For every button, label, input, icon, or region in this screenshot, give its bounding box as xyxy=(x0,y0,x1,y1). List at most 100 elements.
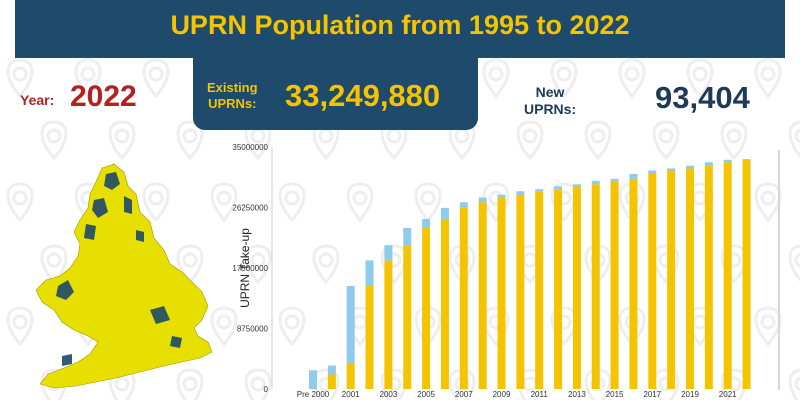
map-landmass xyxy=(35,163,213,389)
bar-existing xyxy=(554,189,563,389)
map-pin-icon xyxy=(414,182,442,223)
bar-existing xyxy=(327,374,336,389)
map-pin-icon xyxy=(176,120,204,161)
panel-edge xyxy=(778,150,780,390)
x-tick-label: 2015 xyxy=(606,390,624,398)
map-pin-icon xyxy=(312,244,340,285)
year-value: 2022 xyxy=(70,80,137,113)
y-tick-label: 35000000 xyxy=(232,143,268,152)
bar-existing xyxy=(686,168,694,389)
map-pin-icon xyxy=(754,306,782,347)
x-tick-label: 2003 xyxy=(380,390,398,398)
map-pin-icon xyxy=(74,58,102,99)
map-pin-icon xyxy=(788,120,800,158)
bar-new xyxy=(478,197,487,203)
map-pin-icon xyxy=(788,244,800,282)
new-uprns-label: New UPRNs: xyxy=(524,84,576,118)
bar-new xyxy=(629,173,638,179)
bar-new xyxy=(516,191,525,195)
map-pin-icon xyxy=(346,182,374,223)
map-pin-icon xyxy=(244,368,272,400)
bar-new xyxy=(554,186,563,190)
y-axis-title: UPRN Take-up xyxy=(238,228,252,308)
map-pin-icon xyxy=(278,306,306,347)
bar-new xyxy=(723,159,732,163)
map-pin-icon xyxy=(618,58,646,99)
map-pin-icon xyxy=(788,368,800,400)
map-pin-icon xyxy=(142,58,170,99)
y-tick-label: 26250000 xyxy=(232,204,268,213)
bar-existing xyxy=(704,165,713,389)
new-uprns-value: 93,404 xyxy=(655,80,750,115)
map-pin-icon xyxy=(720,120,748,161)
map-pin-icon xyxy=(142,182,170,223)
map-pin-icon xyxy=(754,182,782,223)
map-pin-icon xyxy=(176,368,204,400)
map-pin-icon xyxy=(584,120,612,161)
bar-new xyxy=(535,189,544,192)
bar-existing xyxy=(516,194,525,389)
map-pin-icon xyxy=(516,120,544,161)
header-banner: UPRN Population from 1995 to 2022 xyxy=(15,0,785,58)
y-tick-label: 17500000 xyxy=(232,264,268,273)
new-uprns-label-line2: UPRNs: xyxy=(524,101,577,117)
map-dark-regions xyxy=(56,172,182,366)
bar-existing xyxy=(535,191,544,389)
bar-existing xyxy=(742,159,751,389)
map-pin-icon xyxy=(516,368,544,400)
bar-new xyxy=(346,285,355,364)
map-pin-icon xyxy=(176,244,204,285)
bar-existing xyxy=(497,197,506,389)
bar-new xyxy=(572,184,581,187)
map-pin-icon xyxy=(210,306,238,347)
existing-uprns-label-line2: UPRNs: xyxy=(208,96,257,111)
bar-existing xyxy=(365,285,374,389)
map-pin-icon xyxy=(40,120,68,161)
map-pin-icon xyxy=(754,58,782,99)
map-pin-icon xyxy=(278,182,306,223)
bar-new xyxy=(497,194,506,198)
x-tick-label: 2019 xyxy=(681,390,699,398)
bar-new xyxy=(384,245,393,261)
x-tick-label: 2007 xyxy=(455,390,473,398)
england-wales-map xyxy=(35,163,213,389)
x-tick-label: 2013 xyxy=(568,390,586,398)
bar-existing xyxy=(572,186,581,389)
map-pin-icon xyxy=(6,182,34,223)
bar-new xyxy=(704,162,713,166)
existing-uprns-panel: Existing UPRNs: 33,249,880 xyxy=(193,58,478,130)
bar-new xyxy=(422,218,431,228)
bar-new xyxy=(365,260,374,286)
x-tick-label: 2009 xyxy=(493,390,511,398)
year-label: Year: xyxy=(20,92,55,108)
bar-existing xyxy=(648,173,657,389)
bar-new xyxy=(610,178,619,181)
map-pin-icon xyxy=(244,244,272,285)
bar-existing xyxy=(629,178,638,389)
bar-existing xyxy=(440,218,449,389)
bar-new xyxy=(667,168,676,171)
map-pin-icon xyxy=(108,120,136,161)
bar-new xyxy=(742,159,751,161)
page-title: UPRN Population from 1995 to 2022 xyxy=(170,10,630,40)
x-tick-label: 2011 xyxy=(531,390,549,398)
map-pin-icon xyxy=(6,306,34,347)
bar-existing xyxy=(591,184,600,389)
bar-new xyxy=(440,207,449,219)
bar-existing xyxy=(403,245,412,389)
map-pin-icon xyxy=(686,58,714,99)
x-tick-label: 2017 xyxy=(643,390,661,398)
bar-existing xyxy=(610,180,619,389)
map-pin-icon xyxy=(550,58,578,99)
bar-existing xyxy=(346,363,355,389)
bar-new xyxy=(648,170,657,174)
bar-new xyxy=(686,165,694,169)
bar-existing xyxy=(422,227,431,389)
bar-existing xyxy=(478,202,487,389)
bar-new xyxy=(459,202,468,208)
bar-new xyxy=(309,370,317,389)
x-tick-label: 2001 xyxy=(342,390,360,398)
existing-uprns-label-line1: Existing xyxy=(207,80,258,95)
map-pin-icon xyxy=(482,58,510,99)
bar-existing xyxy=(723,162,732,389)
